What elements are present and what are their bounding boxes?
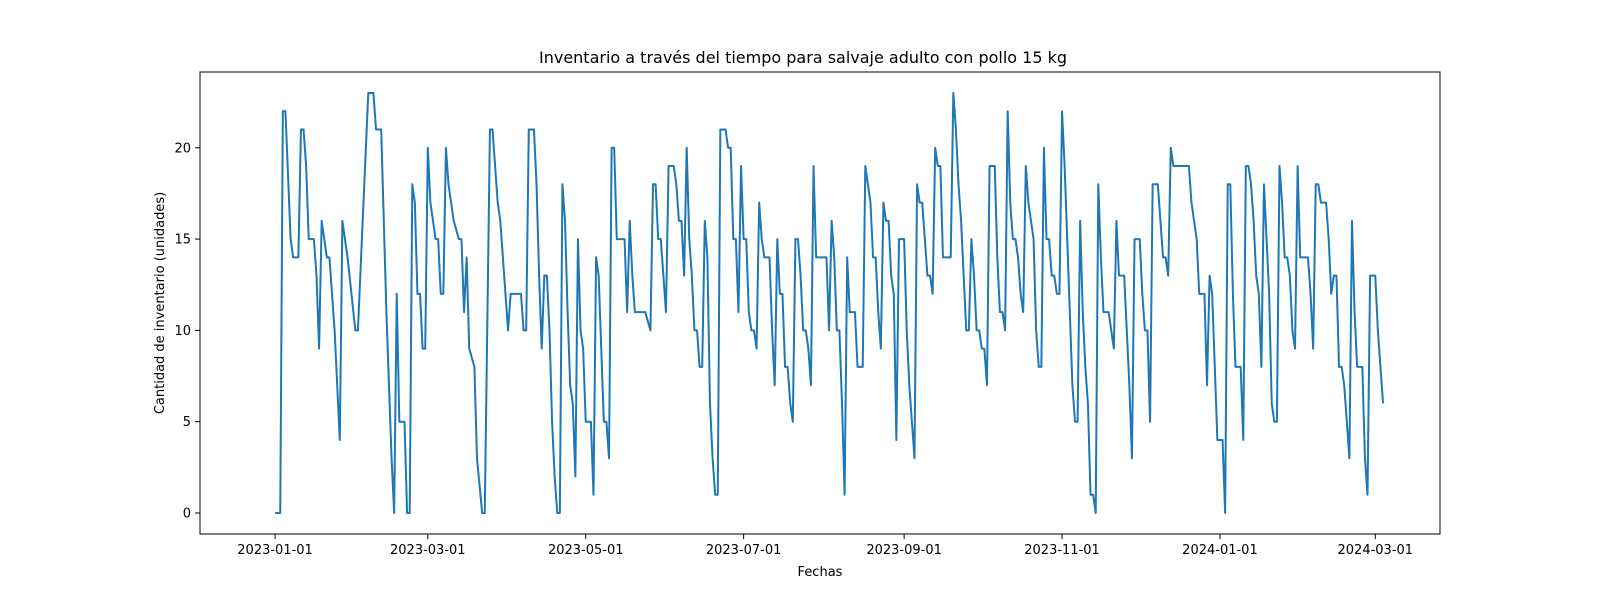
x-tick-label: 2023-07-01 xyxy=(706,543,782,558)
plot-area xyxy=(275,92,1385,514)
x-tick-label: 2023-05-01 xyxy=(548,543,624,558)
x-axis: 2023-01-01 2023-03-01 2023-05-01 2023-07-01… xyxy=(237,534,1413,558)
y-axis: 0 5 10 15 20 xyxy=(174,141,200,522)
y-tick-label: 15 xyxy=(174,233,191,248)
y-tick-label: 20 xyxy=(174,141,191,156)
x-tick-label: 2023-03-01 xyxy=(390,543,466,558)
x-tick-label: 2024-03-01 xyxy=(1338,543,1414,558)
chart-title: Inventario a través del tiempo para salv… xyxy=(539,48,1067,67)
y-axis-label: Cantidad de inventario (unidades) xyxy=(153,192,168,414)
x-tick-label: 2024-01-01 xyxy=(1182,543,1258,558)
series-line-0 xyxy=(275,92,1385,514)
x-tick-label: 2023-01-01 xyxy=(237,543,313,558)
y-tick-label: 10 xyxy=(174,324,191,339)
y-tick-label: 0 xyxy=(183,507,191,522)
plot-frame xyxy=(199,71,1441,535)
y-tick-label: 5 xyxy=(183,415,191,430)
x-tick-label: 2023-09-01 xyxy=(866,543,942,558)
x-tick-label: 2023-11-01 xyxy=(1024,543,1100,558)
x-axis-label: Fechas xyxy=(798,565,843,580)
